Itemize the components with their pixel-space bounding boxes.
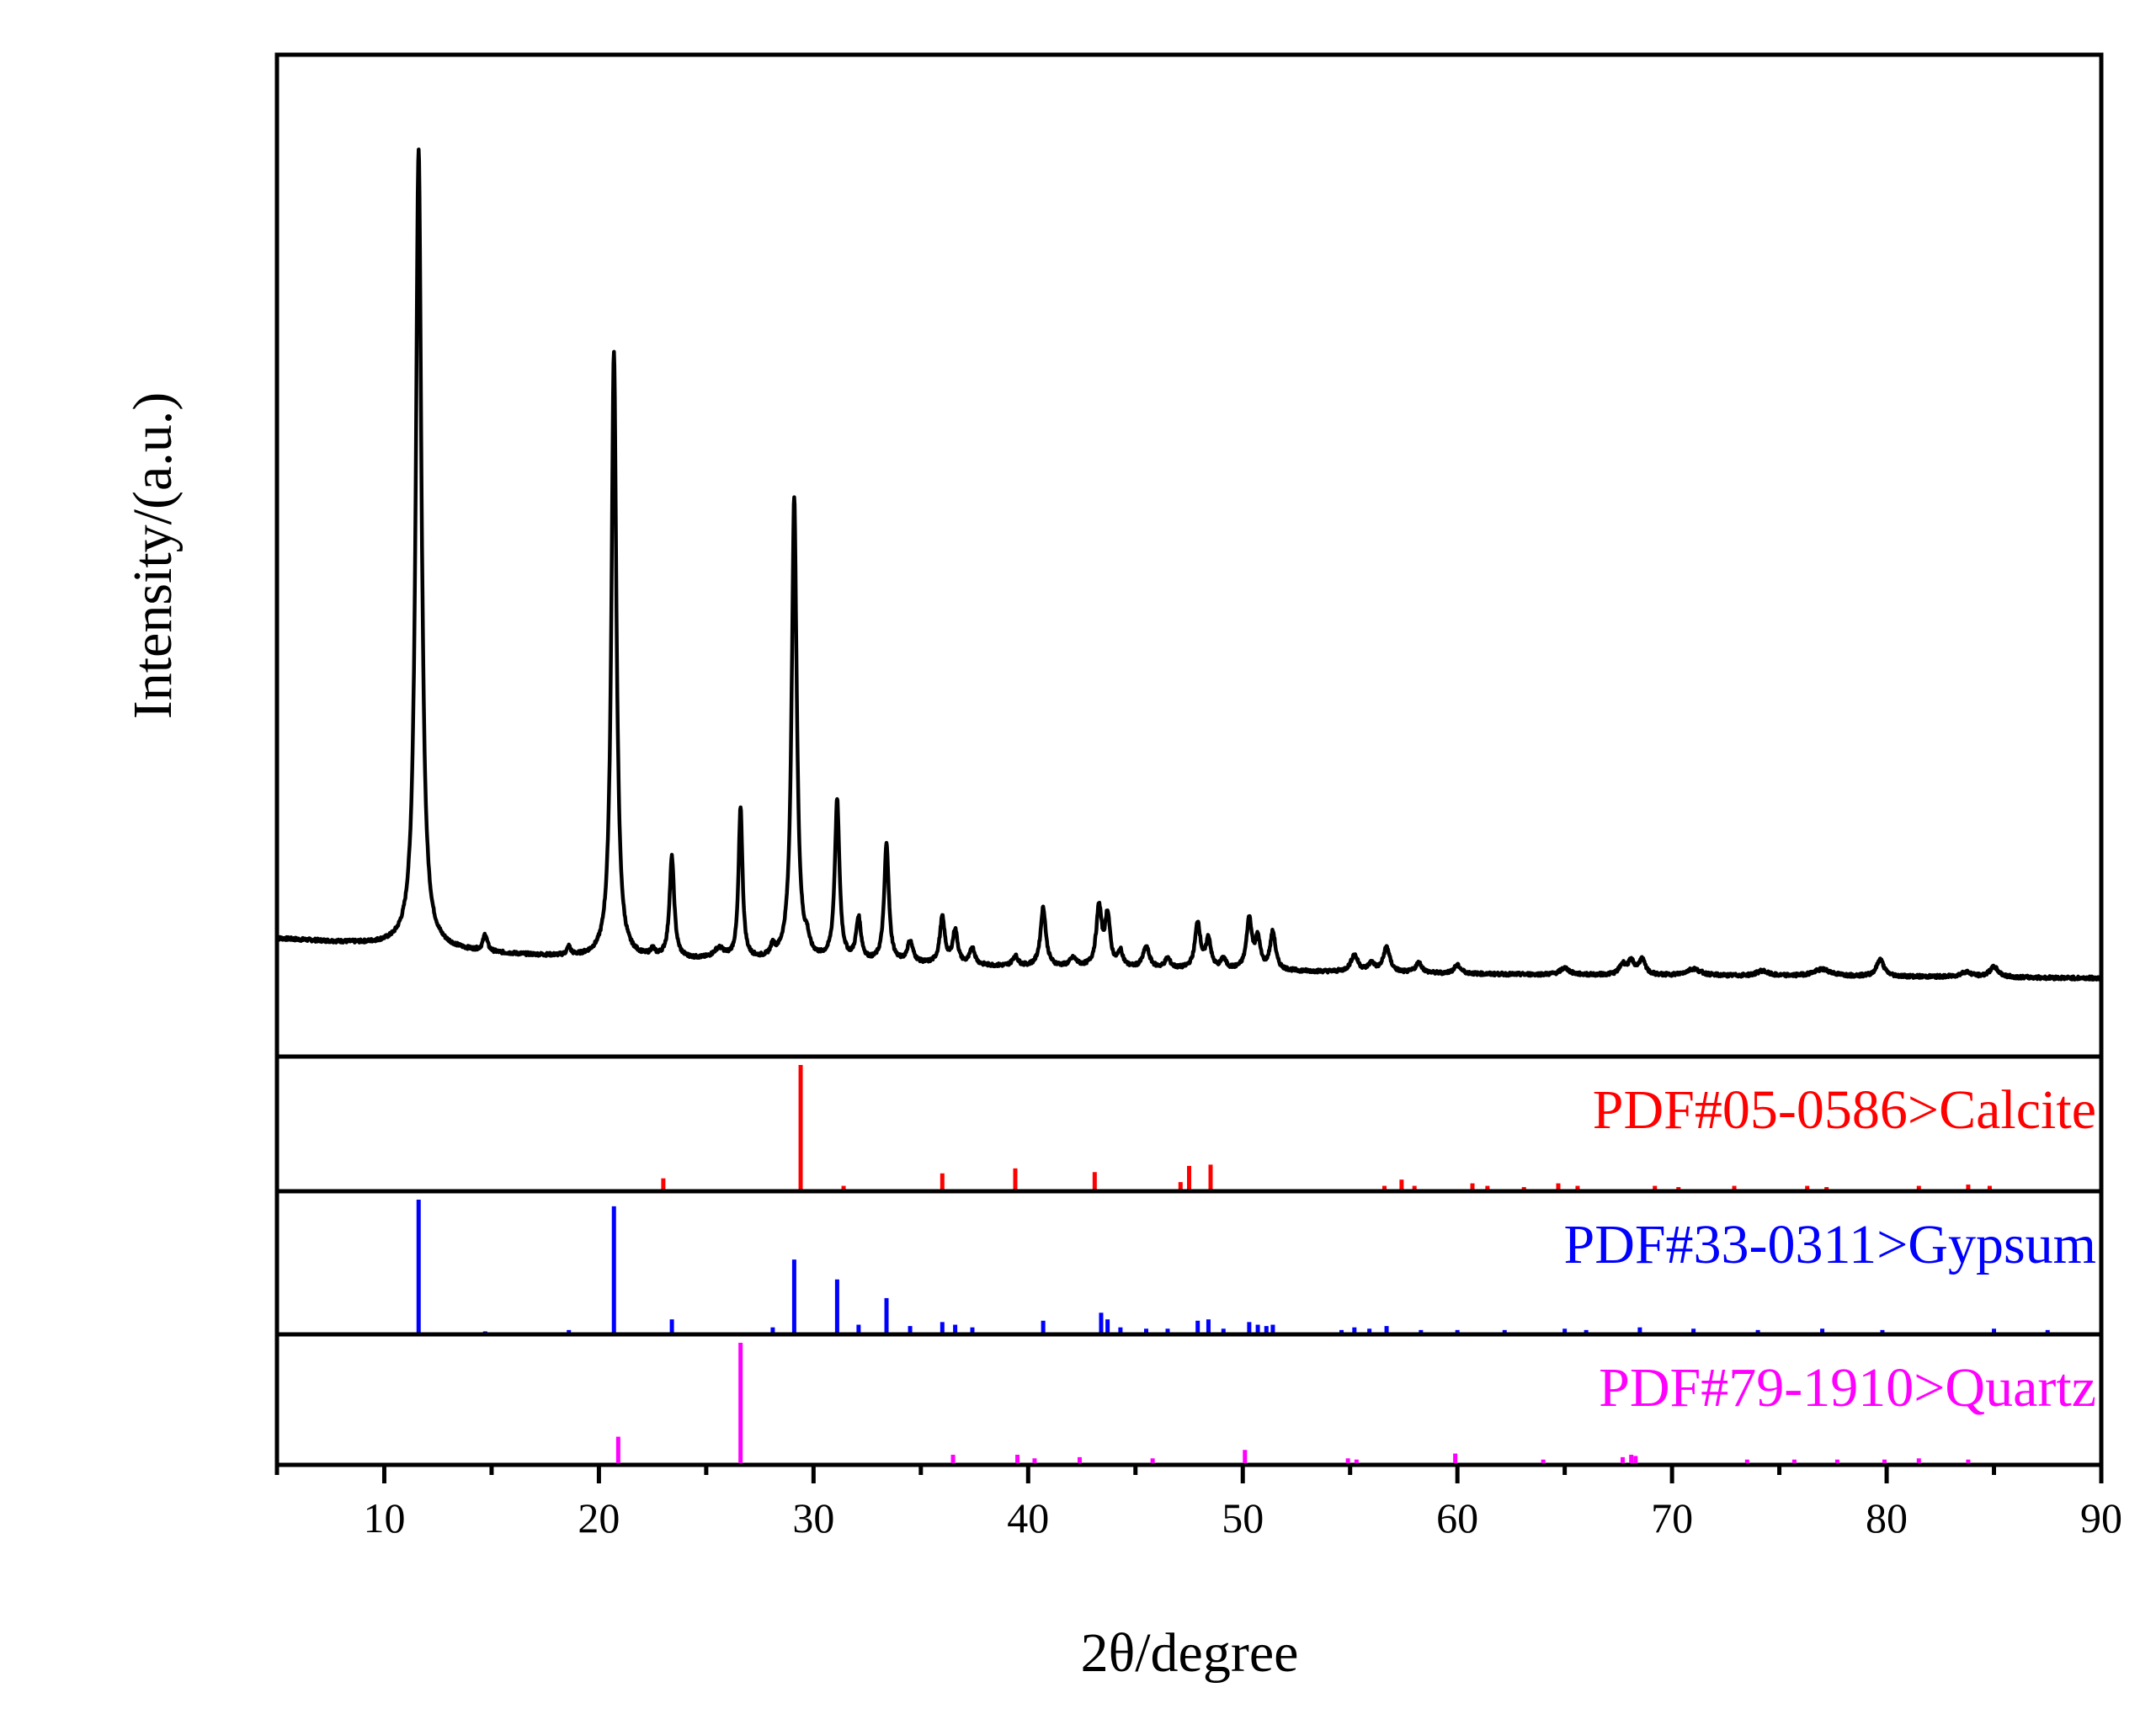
reference-panel-3: PDF#79-1910>Quartz [274,1332,2104,1467]
x-tick-label: 20 [578,1494,620,1541]
x-tick-label: 40 [1007,1494,1049,1541]
x-axis: 10 20 30 40 50 60 70 80 90 [274,1465,2122,1541]
reference-panel-2: PDF#33-0311>Gypsum [274,1189,2104,1337]
x-tick-label: 50 [1222,1494,1264,1541]
x-tick-label: 60 [1436,1494,1478,1541]
x-tick-label: 30 [792,1494,834,1541]
measured-pattern-line [275,147,2103,982]
x-tick-label: 10 [363,1494,405,1541]
x-axis-title: 2θ/degree [1081,1622,1299,1684]
reference-panel-frame [274,1332,2104,1467]
y-axis-title: Intensity/(a.u.) [122,392,184,720]
reference-panels: PDF#05-0586>Calcite PDF#33-0311>Gypsum PDF… [274,1054,2104,1467]
reference-label: PDF#33-0311>Gypsum [1563,1214,2096,1275]
x-tick-label: 80 [1866,1494,1908,1541]
x-tick-label: 70 [1651,1494,1693,1541]
reference-label: PDF#05-0586>Calcite [1593,1079,2096,1141]
reference-panel-1: PDF#05-0586>Calcite [274,1054,2104,1194]
x-tick-label: 90 [2080,1494,2122,1541]
reference-label: PDF#79-1910>Quartz [1599,1357,2096,1419]
main-pattern-panel [274,52,2104,1059]
main-plot-frame [274,52,2104,1059]
